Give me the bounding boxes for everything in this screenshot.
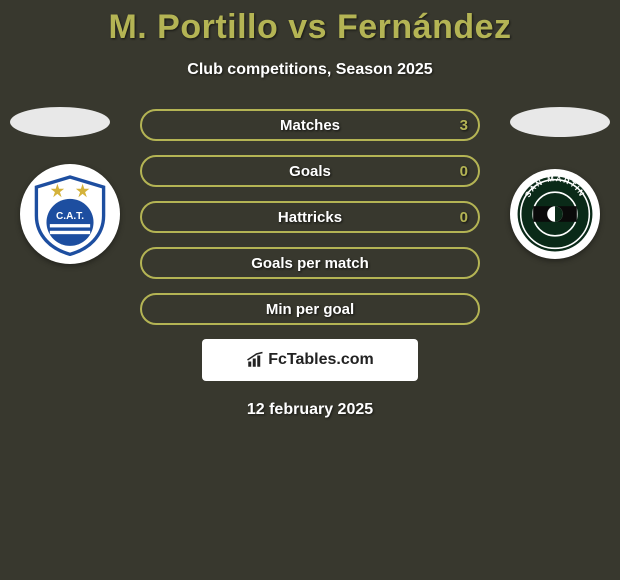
stat-label: Matches [280, 117, 340, 134]
subtitle: Club competitions, Season 2025 [0, 61, 620, 79]
chart-icon [246, 351, 264, 369]
stat-row: Goals per match [140, 247, 480, 279]
stats-rows: Matches 3 Goals 0 Hattricks 0 Goals per … [140, 109, 480, 325]
club-badge-right: SAN MARTIN [510, 169, 600, 259]
player-right-head [510, 107, 610, 137]
player-left-head [10, 107, 110, 137]
stat-right-value: 3 [460, 117, 468, 134]
stat-right-value: 0 [460, 163, 468, 180]
page-title: M. Portillo vs Fernández [0, 0, 620, 47]
stat-label: Hattricks [278, 209, 342, 226]
date-label: 12 february 2025 [0, 401, 620, 419]
stat-row: Matches 3 [140, 109, 480, 141]
watermark-text: FcTables.com [268, 351, 374, 369]
stat-label: Min per goal [266, 301, 354, 318]
club-badge-left: C.A.T. [20, 164, 120, 264]
stat-label: Goals [289, 163, 331, 180]
talleres-crest-icon: C.A.T. [28, 172, 112, 256]
sanmartin-crest-icon: SAN MARTIN [516, 175, 594, 253]
stat-row: Min per goal [140, 293, 480, 325]
watermark: FcTables.com [202, 339, 418, 381]
stat-row: Hattricks 0 [140, 201, 480, 233]
comparison-panel: C.A.T. SAN MARTIN [0, 109, 620, 419]
stat-row: Goals 0 [140, 155, 480, 187]
stat-label: Goals per match [251, 255, 369, 272]
stat-right-value: 0 [460, 209, 468, 226]
svg-text:C.A.T.: C.A.T. [56, 211, 84, 222]
